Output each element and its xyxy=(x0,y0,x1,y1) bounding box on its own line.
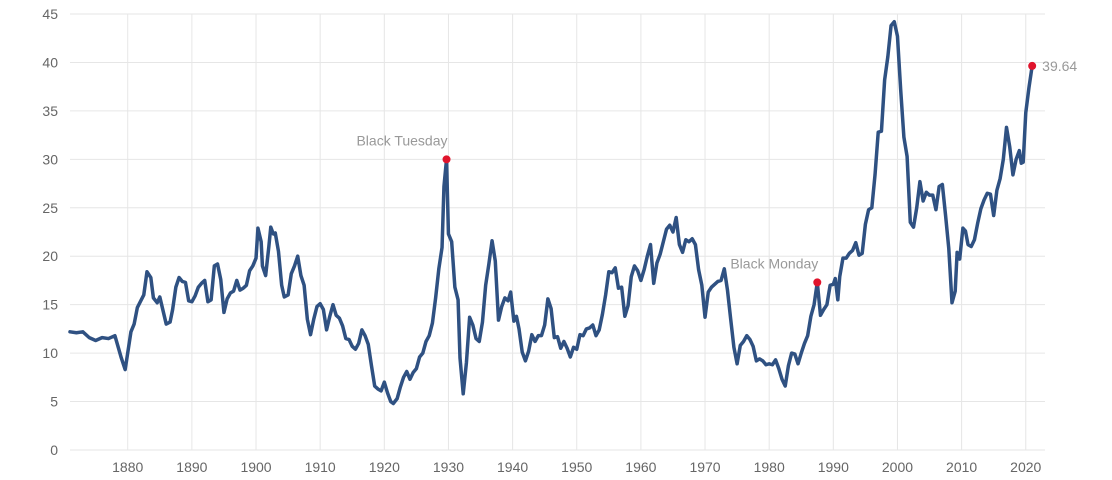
y-tick-label: 10 xyxy=(42,345,58,361)
annotation-marker xyxy=(442,155,451,164)
y-tick-label: 45 xyxy=(42,6,58,22)
y-tick-label: 15 xyxy=(42,297,58,313)
x-tick-label: 1990 xyxy=(818,459,849,475)
x-tick-label: 1980 xyxy=(754,459,785,475)
x-tick-label: 1960 xyxy=(625,459,656,475)
x-tick-label: 1940 xyxy=(497,459,528,475)
x-tick-label: 2010 xyxy=(946,459,977,475)
y-tick-label: 40 xyxy=(42,54,58,70)
marker-layer xyxy=(442,61,1037,287)
y-tick-label: 5 xyxy=(50,394,58,410)
y-tick-label: 25 xyxy=(42,200,58,216)
y-tick-label: 0 xyxy=(50,442,58,458)
axis-labels: 0 5 10 15 20 25 30 35 40 45 1880 1890 1900 1910 1920 19… xyxy=(42,6,1041,475)
x-tick-label: 1930 xyxy=(433,459,464,475)
last-value-label: 39.64 xyxy=(1042,58,1077,74)
x-tick-label: 1950 xyxy=(561,459,592,475)
x-tick-label: 1900 xyxy=(240,459,271,475)
annotation-label: Black Tuesday xyxy=(356,132,447,148)
x-tick-label: 1920 xyxy=(369,459,400,475)
series-line xyxy=(68,20,1034,406)
x-tick-label: 1880 xyxy=(112,459,143,475)
x-tick-label: 2000 xyxy=(882,459,913,475)
y-tick-label: 35 xyxy=(42,103,58,119)
x-tick-label: 2020 xyxy=(1010,459,1041,475)
y-tick-label: 30 xyxy=(42,151,58,167)
annotation-marker xyxy=(813,278,822,287)
last-value-marker xyxy=(1028,61,1037,70)
x-tick-label: 1910 xyxy=(305,459,336,475)
annotation-layer: Black Tuesday Black Monday 39.64 xyxy=(356,58,1077,271)
x-tick-label: 1890 xyxy=(176,459,207,475)
annotation-label: Black Monday xyxy=(730,255,818,271)
x-tick-label: 1970 xyxy=(689,459,720,475)
y-tick-label: 20 xyxy=(42,248,58,264)
